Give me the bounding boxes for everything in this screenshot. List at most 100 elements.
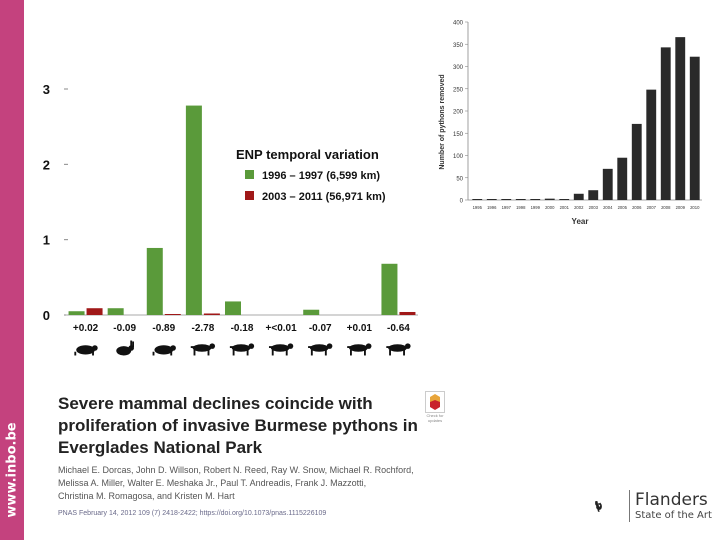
chart2-ytick-label: 0: [460, 199, 464, 205]
chart1-y-axis: 0 1 2 3: [43, 82, 418, 323]
crossmark-icon[interactable]: [425, 391, 445, 413]
fox-icon: [229, 343, 255, 356]
chart1-xtick-label: -0.89: [152, 323, 175, 334]
chart2-xtick-label: 2001: [560, 205, 570, 210]
logo-divider: [629, 490, 630, 522]
crossmark-label: Check for updates: [426, 413, 444, 423]
chart1-xtick-label: +0.01: [347, 323, 373, 334]
chart1-bar-2003: [203, 313, 220, 315]
mammal-decline-chart: 0 1 2 3 +0.02 -0.09 -0.89 -2.78 -0.18 +<0.01 -0.0…: [43, 82, 418, 356]
chart2-bar: [602, 168, 613, 200]
chart1-xtick-label: +0.02: [73, 323, 99, 334]
chart1-bar-1996: [68, 311, 85, 315]
paper-citation[interactable]: PNAS February 14, 2012 109 (7) 2418-2422…: [58, 510, 327, 517]
chart2-xtick-label: 2002: [574, 205, 584, 210]
chart2-xtick-label: 2000: [545, 205, 555, 210]
chart2-bar: [689, 56, 700, 201]
chart1-xtick-label: -0.07: [309, 323, 332, 334]
mouse-icon: [74, 345, 98, 356]
chart2-xtick-label: 2009: [676, 205, 686, 210]
chart2-xtick-label: 1995: [473, 205, 483, 210]
chart1-title: ENP temporal variation: [236, 147, 379, 162]
chart2-ytick-label: 350: [453, 43, 464, 49]
sidebar: www.inbo.be: [0, 0, 24, 540]
chart2-xlabel: Year: [572, 217, 589, 226]
chart2-xtick-label: 2008: [661, 205, 671, 210]
chart1-legend: ENP temporal variation 1996 – 1997 (6,59…: [236, 147, 386, 203]
chart1-bar-1996: [107, 308, 124, 315]
chart1-bar-1996: [381, 263, 398, 315]
chart2-ytick-label: 50: [456, 176, 463, 182]
chart2-bar: [660, 47, 671, 200]
raccoon-icon: [190, 343, 216, 356]
legend-swatch-1996: [245, 170, 254, 179]
legend-swatch-2003: [245, 191, 254, 200]
bobcat-icon: [347, 343, 372, 356]
chart1-xtick-label: -0.64: [387, 323, 410, 334]
chart1-ytick-label: 2: [43, 157, 50, 172]
chart2-ytick-label: 100: [453, 154, 464, 160]
chart2-bar: [501, 199, 512, 200]
paper-title-line: Everglades National Park: [58, 438, 263, 457]
chart2-xtick-label: 2005: [618, 205, 628, 210]
chart1-bar-1996: [185, 105, 202, 315]
legend-label-2003: 2003 – 2011 (56,971 km): [262, 191, 386, 203]
deer-icon: [386, 343, 411, 356]
authors-line: Christina M. Romagosa, and Kristen M. Ha…: [58, 491, 235, 501]
logo-subtitle: State of the Art: [635, 510, 712, 521]
chart2-xtick-label: 1999: [531, 205, 541, 210]
pythons-removed-chart: Number of pythons removed Year 0 50 100 150…: [439, 21, 702, 226]
chart2-bar: [559, 199, 570, 200]
chart2-xtick-label: 2004: [603, 205, 613, 210]
chart2-xtick-label: 1996: [487, 205, 497, 210]
chart2-bar: [588, 190, 599, 200]
coyote-icon: [268, 343, 294, 356]
rat-icon: [152, 345, 176, 356]
flanders-lion-icon: [595, 500, 602, 512]
website-url[interactable]: www.inbo.be: [4, 422, 20, 518]
chart2-bar: [617, 157, 628, 200]
chart1-bar-2003: [164, 314, 181, 315]
chart2-bar: [530, 199, 541, 200]
chart2-ytick-label: 150: [453, 132, 464, 138]
chart1-ytick-label: 3: [43, 82, 50, 97]
chart1-xtick-label: -0.18: [231, 323, 254, 334]
chart2-ylabel: Number of pythons removed: [439, 74, 446, 169]
chart2-bar: [472, 199, 483, 200]
opossum-icon: [308, 343, 333, 356]
chart1-bar-1996: [303, 309, 320, 315]
logo-name: Flanders: [635, 490, 708, 510]
chart1-ytick-label: 0: [43, 308, 50, 323]
paper-title-line: Severe mammal declines coincide with: [58, 394, 373, 413]
chart2-bar: [573, 193, 584, 200]
chart1-xtick-label: -2.78: [191, 323, 214, 334]
chart1-bar-1996: [225, 301, 241, 315]
chart1-xtick-label: -0.09: [113, 323, 136, 334]
chart2-bar: [631, 123, 642, 200]
legend-label-1996: 1996 – 1997 (6,599 km): [262, 170, 380, 182]
chart2-ytick-label: 250: [453, 87, 464, 93]
chart2-bar: [486, 199, 497, 200]
chart2-xtick-label: 2006: [632, 205, 642, 210]
paper-title-line: proliferation of invasive Burmese python…: [58, 416, 418, 435]
chart2-ytick-label: 400: [453, 21, 464, 27]
chart2-ytick-label: 200: [453, 110, 464, 116]
chart2-xtick-label: 2003: [589, 205, 599, 210]
chart2-bar: [675, 37, 686, 200]
chart1-ytick-label: 1: [43, 233, 50, 248]
chart1-bar-2003: [399, 311, 416, 315]
chart2-bar: [646, 89, 657, 200]
chart2-xtick-label: 1998: [516, 205, 526, 210]
chart2-ytick-label: 300: [453, 65, 464, 71]
chart2-xtick-label: 1997: [502, 205, 512, 210]
authors-line: Michael E. Dorcas, John D. Willson, Robe…: [58, 465, 414, 475]
chart2-xtick-label: 2010: [690, 205, 700, 210]
rabbit-icon: [116, 340, 134, 356]
chart2-bar: [544, 198, 555, 200]
authors-line: Melissa A. Miller, Walter E. Meshaka Jr.…: [58, 478, 367, 488]
paper-title: Severe mammal declines coincide with pro…: [58, 393, 428, 459]
chart1-xtick-label: +<0.01: [266, 323, 298, 334]
chart1-bar-2003: [86, 308, 103, 315]
paper-authors: Michael E. Dorcas, John D. Willson, Robe…: [58, 464, 428, 503]
chart1-bar-1996: [146, 247, 163, 315]
